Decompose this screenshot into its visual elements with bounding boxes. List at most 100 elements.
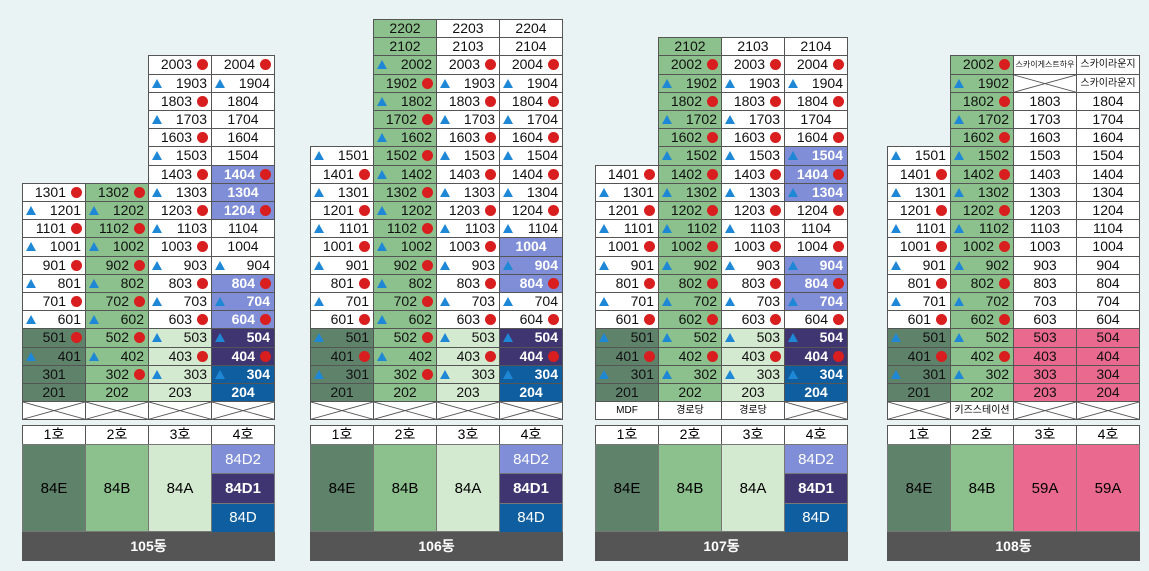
red-dot-icon: [936, 205, 947, 216]
unit-number: 1404: [1092, 165, 1124, 182]
triangle-icon: [152, 187, 162, 197]
triangle-icon: [26, 278, 36, 288]
triangle-icon: [954, 115, 964, 124]
unit-number: 404: [231, 347, 255, 364]
unit-cell: 1003: [1013, 237, 1077, 257]
unit-subtype-label: 84D2: [798, 450, 834, 468]
unit-number: 2103: [737, 38, 769, 55]
unit-number: 1104: [527, 220, 558, 237]
unit-type-label: 84E: [905, 479, 933, 497]
unit-number: 1503: [463, 147, 495, 164]
unit-number: 603: [456, 311, 480, 328]
unit-cell: 1202: [658, 201, 722, 221]
unit-cell: 801: [310, 273, 374, 293]
unit-number: 1304: [526, 183, 558, 200]
unit-cell: 2002: [373, 55, 437, 75]
triangle-icon: [152, 297, 162, 306]
red-dot-icon: [707, 95, 718, 107]
triangle-icon: [725, 151, 735, 161]
unit-number: 1703: [175, 111, 207, 127]
unit-number: 1203: [448, 202, 480, 218]
triangle-icon: [662, 297, 672, 306]
unit-cell: 1003: [721, 237, 785, 257]
triangle-icon: [503, 115, 513, 124]
cross-icon: [149, 402, 211, 420]
unit-number: 603: [168, 311, 192, 328]
unit-number: 602: [970, 311, 994, 328]
unit-cell: 1604: [499, 128, 563, 148]
unit-cell: 802: [373, 273, 437, 293]
unit-cell: 1204: [499, 201, 563, 221]
unit-subtype-cell: 84D1: [784, 473, 848, 504]
unit-cell: 1304: [1076, 182, 1140, 202]
unit-cell: 701: [595, 292, 659, 312]
unit-number: 204: [1096, 384, 1120, 400]
triangle-icon: [891, 224, 901, 234]
red-dot-icon: [770, 205, 781, 216]
red-dot-icon: [707, 168, 718, 180]
unit-cell: 2203: [436, 19, 500, 39]
unit-cell: 604: [1076, 310, 1140, 330]
unit-cell: 1202: [373, 201, 437, 221]
red-dot-icon: [197, 277, 208, 289]
unit-cell: 1002: [373, 237, 437, 257]
red-dot-icon: [485, 59, 496, 71]
triangle-icon: [89, 315, 99, 325]
unit-number: 401: [907, 347, 931, 364]
triangle-icon: [599, 333, 609, 343]
unit-number: 1004: [1092, 238, 1124, 255]
red-dot-icon: [770, 277, 781, 289]
unit-cell: 스카이라운지: [1076, 73, 1140, 93]
unit-number: 1604: [511, 129, 543, 146]
unit-number: 401: [615, 347, 639, 364]
red-dot-icon: [548, 277, 559, 289]
unit-number: 503: [471, 329, 495, 346]
unit-cell: 1902: [373, 73, 437, 93]
red-dot-icon: [999, 132, 1010, 144]
unit-number: 801: [615, 274, 639, 291]
red-dot-icon: [260, 205, 271, 216]
unit-cell: 201: [22, 383, 86, 403]
unit-number: 201: [42, 384, 66, 400]
unit-cell: 1101: [310, 219, 374, 239]
unit-number: 303: [471, 365, 495, 382]
unit-cell: 803: [436, 273, 500, 293]
unit-number: 1301: [337, 183, 369, 200]
unit-cell: 1902: [950, 73, 1014, 93]
unit-number: 1903: [463, 74, 495, 91]
unit-cell: 601: [22, 310, 86, 330]
red-dot-icon: [548, 314, 559, 326]
unit-number: 1803: [160, 92, 192, 109]
red-dot-icon: [71, 296, 82, 307]
unit-number: 802: [970, 274, 994, 291]
unit-cell: 804: [211, 273, 275, 293]
unit-cell: 1204: [211, 201, 275, 221]
triangle-icon: [662, 151, 672, 161]
triangle-icon: [440, 224, 450, 234]
triangle-icon: [503, 297, 513, 306]
unit-cell: 903: [1013, 255, 1077, 275]
unit-cell: 604: [499, 310, 563, 330]
red-dot-icon: [770, 350, 781, 362]
triangle-icon: [440, 260, 450, 270]
unit-cell: 1902: [658, 73, 722, 93]
unit-number: 302: [985, 365, 1009, 382]
unit-number: 1603: [160, 129, 192, 146]
unit-cell: 402: [85, 346, 149, 366]
red-dot-icon: [359, 241, 370, 253]
unit-number: 1804: [1092, 92, 1124, 109]
unit-type-label: 84B: [676, 479, 704, 497]
unit-cell: 1502: [950, 146, 1014, 166]
unit-number: 1304: [811, 183, 843, 200]
unit-number: 1203: [1029, 202, 1061, 218]
triangle-icon: [954, 333, 964, 343]
red-dot-icon: [707, 350, 718, 362]
unit-number: 502: [985, 329, 1009, 346]
red-dot-icon: [833, 132, 844, 144]
unit-number: 1204: [223, 202, 255, 218]
unit-number: 1203: [160, 202, 192, 218]
unit-number: 1902: [977, 74, 1009, 91]
unit-cell: 1203: [1013, 201, 1077, 221]
red-dot-icon: [936, 350, 947, 362]
red-dot-icon: [260, 59, 271, 71]
